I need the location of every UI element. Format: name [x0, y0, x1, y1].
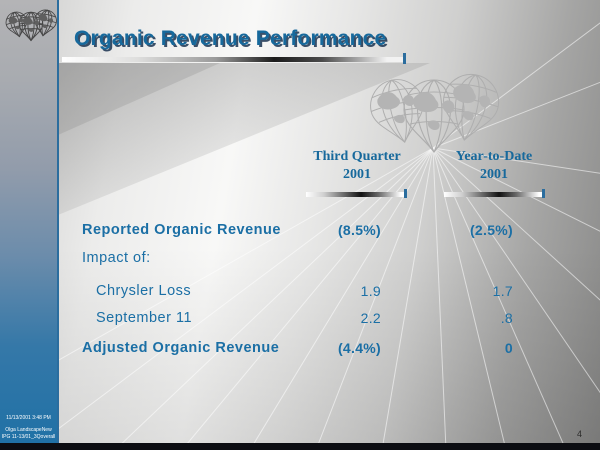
vertical-divider-line — [57, 0, 59, 443]
column-header-line: Year-to-Date — [455, 149, 533, 164]
column-underline-tick — [404, 189, 407, 198]
page-number: 4 — [577, 429, 583, 439]
row-value-q3: 1.9 — [360, 283, 381, 299]
row-label: September 11 — [96, 310, 193, 326]
column-header-year-to-date: Year-to-Date 2001 — [428, 148, 560, 184]
column-header-line: 2001 — [343, 167, 371, 182]
column-underline-bar — [444, 192, 544, 197]
footer-datetime: 11/13/2001 3:48 PM — [6, 415, 51, 421]
row-label: Reported Organic Revenue — [82, 222, 281, 238]
row-label: Adjusted Organic Revenue — [82, 340, 280, 356]
column-header-third-quarter: Third Quarter 2001 — [291, 148, 423, 184]
footer-metadata: 11/13/2001 3:48 PM Olga LandscapeNew IPG… — [0, 415, 57, 441]
column-header-line: Third Quarter — [313, 149, 401, 164]
column-header-line: 2001 — [480, 167, 508, 182]
bottom-edge-bar — [0, 443, 600, 450]
row-label: Impact of: — [82, 250, 151, 266]
column-underline-tick — [542, 189, 545, 198]
row-value-q3: (4.4%) — [337, 340, 381, 356]
row-value-ytd: 0 — [504, 340, 513, 356]
footer-template-name: Olga LandscapeNew — [5, 427, 52, 433]
left-accent-band — [0, 0, 57, 443]
three-globes-watermark-icon — [368, 66, 500, 154]
row-value-ytd: .8 — [500, 310, 513, 326]
row-label: Chrysler Loss — [96, 283, 192, 299]
row-value-ytd: 1.7 — [492, 283, 513, 299]
slide-title: Organic Revenue Performance — [74, 27, 387, 50]
row-value-ytd: (2.5%) — [469, 222, 513, 238]
column-underline-bar — [306, 192, 406, 197]
title-underline-bar — [62, 57, 404, 62]
row-value-q3: (8.5%) — [337, 222, 381, 238]
title-underline-tick — [403, 53, 406, 64]
three-globes-logo-icon — [5, 4, 57, 44]
footer-file-name: IPG 11-13/01_3Qoverall — [1, 434, 56, 440]
row-value-q3: 2.2 — [360, 310, 381, 326]
